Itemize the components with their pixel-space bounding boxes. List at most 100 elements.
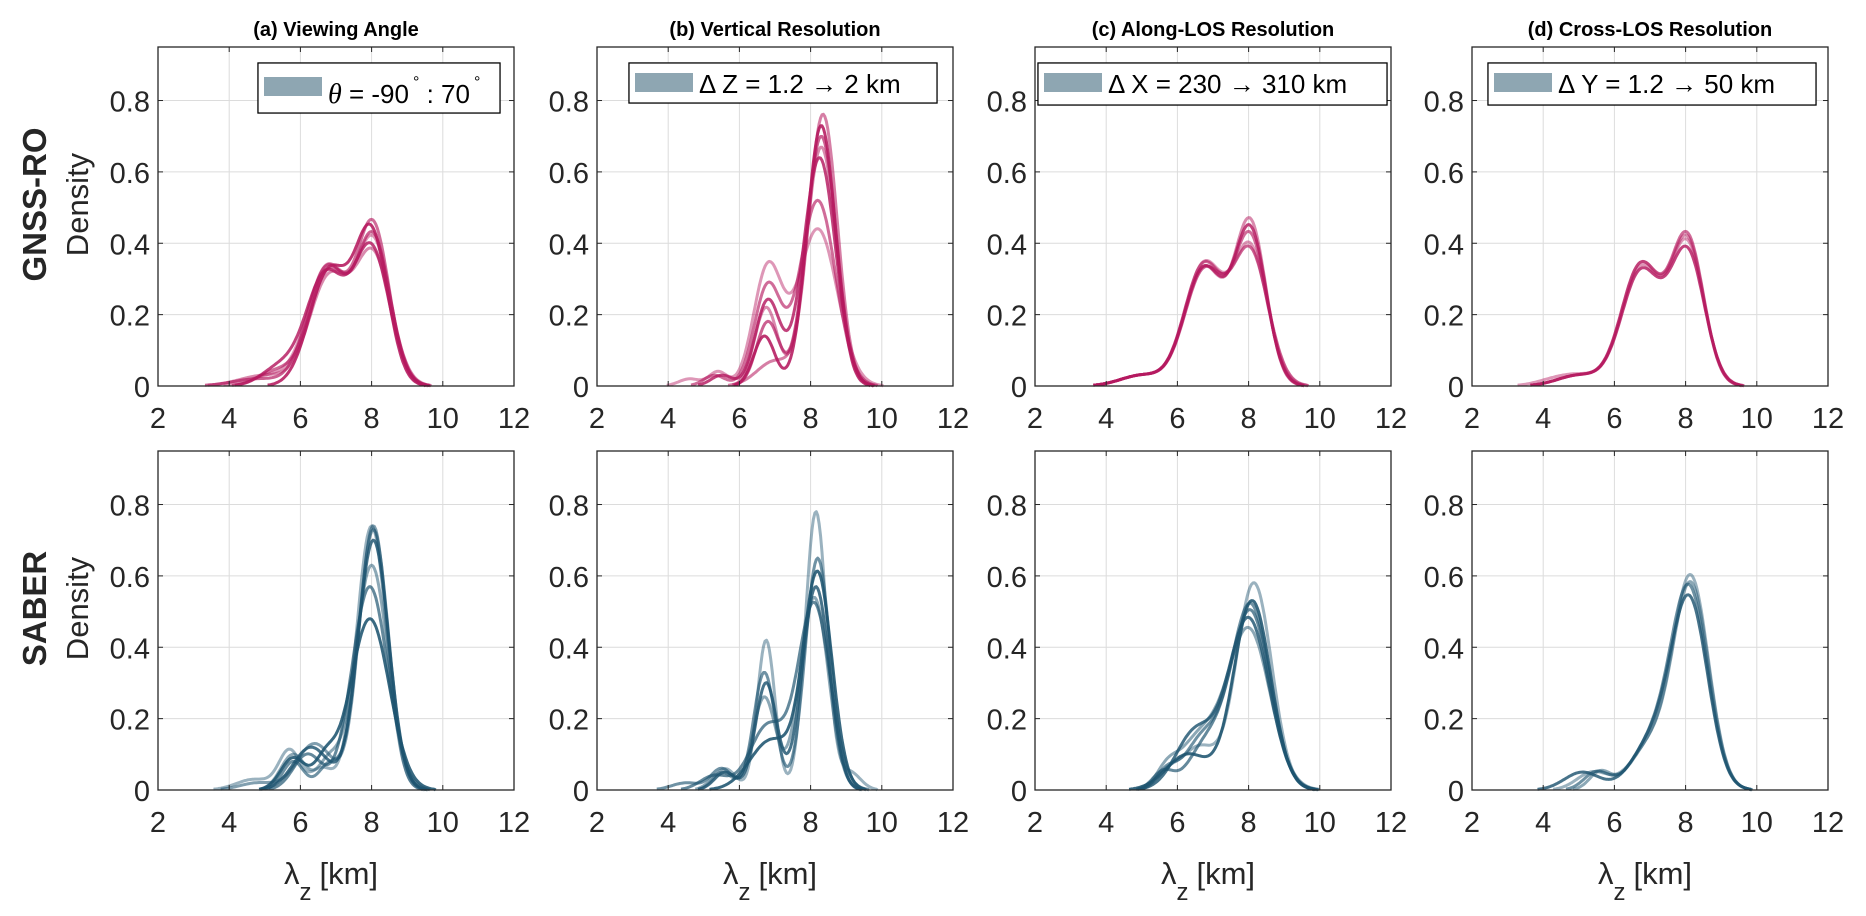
- plot-area: [158, 451, 514, 790]
- density-curve-5: [1093, 244, 1310, 388]
- y-tick-label: 0.4: [110, 229, 150, 261]
- y-tick-label: 0: [1448, 372, 1464, 404]
- x-tick-label: 10: [1741, 403, 1773, 435]
- y-tick-label: 0.6: [549, 158, 589, 190]
- x-tick-label: 8: [1241, 403, 1257, 435]
- unit-label: [km]: [320, 856, 379, 891]
- x-tick-label: 10: [1741, 807, 1773, 839]
- x-tick-label: 12: [937, 403, 969, 435]
- x-tick-label: 2: [1027, 807, 1043, 839]
- x-tick-label: 8: [364, 807, 380, 839]
- y-tick-label: 0.8: [1424, 87, 1464, 119]
- x-tick-label: 2: [1464, 807, 1480, 839]
- density-curve-4: [1530, 233, 1742, 388]
- y-tick-label: 0: [1011, 776, 1027, 808]
- y-tick-label: 0.2: [549, 705, 589, 737]
- degree-symbol: °: [413, 74, 419, 91]
- subplot-c-saber: 2 4 6 8 10 12 0 0.2 0.4 0.6 0.8 Δ X = 230 → 310 km λ…: [987, 62, 1407, 906]
- x-tick-label: 12: [937, 807, 969, 839]
- x-tick-label: 4: [221, 403, 237, 435]
- x-tick-label: 4: [221, 807, 237, 839]
- x-tick-label: 6: [731, 403, 747, 435]
- subscript-z: z: [300, 879, 312, 906]
- row-label: SABER: [16, 551, 53, 667]
- subscript-z: z: [1177, 879, 1189, 906]
- unit-label: [km]: [759, 856, 818, 891]
- legend-text-part: : 70: [419, 79, 470, 109]
- x-tick-label: 4: [1098, 403, 1114, 435]
- x-tick-label: 2: [150, 403, 166, 435]
- panel-title: (c) Along-LOS Resolution: [1092, 19, 1335, 41]
- density-curve-3: [1537, 593, 1752, 792]
- y-tick-label: 0.6: [1424, 158, 1464, 190]
- axes-box: [157, 46, 515, 387]
- degree-symbol: °: [474, 74, 480, 91]
- y-tick-label: 0: [573, 372, 589, 404]
- y-tick-label: 0.2: [1424, 705, 1464, 737]
- y-axis-label: Density: [60, 152, 95, 256]
- x-tick-label: 4: [1098, 807, 1114, 839]
- x-tick-label: 12: [1812, 403, 1844, 435]
- subscript-z: z: [1614, 879, 1626, 906]
- density-curve-7: [220, 524, 424, 792]
- y-tick-label: 0.4: [549, 229, 589, 261]
- row-label: GNSS-RO: [16, 127, 53, 281]
- x-tick-label: 2: [1464, 403, 1480, 435]
- legend-label: Δ X = 230 → 310 km: [1108, 69, 1347, 99]
- y-tick-label: 0: [1011, 372, 1027, 404]
- density-curve-5: [680, 600, 870, 792]
- density-curve-6: [709, 569, 867, 792]
- x-tick-label: 10: [427, 403, 459, 435]
- legend: Δ X = 230 → 310 km: [1037, 62, 1388, 106]
- x-tick-label: 12: [1375, 807, 1407, 839]
- x-tick-label: 10: [866, 807, 898, 839]
- x-tick-label: 8: [1678, 403, 1694, 435]
- x-tick-label: 6: [731, 807, 747, 839]
- legend-swatch: [264, 77, 322, 96]
- x-tick-label: 12: [1375, 403, 1407, 435]
- y-tick-label: 0: [134, 776, 150, 808]
- legend-swatch: [1044, 73, 1102, 92]
- subscript-z: z: [739, 879, 751, 906]
- density-curve-5: [204, 230, 430, 388]
- x-axis-label: λz [km]: [723, 856, 817, 906]
- x-tick-label: 4: [1535, 403, 1551, 435]
- subplot-d-saber: 2 4 6 8 10 12 0 0.2 0.4 0.6 0.8 Δ Y = 1.2 → 50 km λz…: [1424, 62, 1844, 906]
- x-tick-label: 6: [1606, 403, 1622, 435]
- legend: θ = -90° : 70°: [257, 62, 501, 114]
- y-tick-label: 0.2: [110, 301, 150, 333]
- density-curve-6: [267, 222, 427, 388]
- x-tick-label: 10: [427, 807, 459, 839]
- x-tick-label: 6: [1169, 807, 1185, 839]
- plot-area: [597, 451, 953, 790]
- x-tick-label: 2: [150, 807, 166, 839]
- y-tick-label: 0.8: [549, 491, 589, 523]
- y-tick-label: 0.6: [110, 562, 150, 594]
- legend-label: Δ Y = 1.2 → 50 km: [1558, 69, 1775, 99]
- x-tick-label: 2: [589, 807, 605, 839]
- x-tick-label: 6: [1606, 807, 1622, 839]
- y-tick-label: 0.8: [549, 87, 589, 119]
- x-tick-label: 12: [498, 807, 530, 839]
- axes-box: [596, 450, 954, 791]
- axes-box: [157, 450, 515, 791]
- y-tick-label: 0.2: [987, 705, 1027, 737]
- density-curve-6: [1128, 599, 1315, 792]
- y-tick-label: 0.8: [110, 491, 150, 523]
- axes-box: [596, 46, 954, 387]
- y-tick-label: 0.8: [1424, 491, 1464, 523]
- legend: Δ Y = 1.2 → 50 km: [1487, 62, 1817, 106]
- x-tick-label: 4: [660, 807, 676, 839]
- theta-symbol: θ: [328, 79, 342, 110]
- y-tick-label: 0.6: [987, 562, 1027, 594]
- x-tick-label: 4: [1535, 807, 1551, 839]
- density-curve-6: [258, 617, 437, 792]
- legend-swatch: [635, 73, 693, 92]
- panel-title: (d) Cross-LOS Resolution: [1528, 19, 1772, 41]
- plot-area: [1035, 451, 1391, 790]
- axes-box: [1034, 46, 1392, 387]
- y-tick-label: 0.2: [549, 301, 589, 333]
- y-tick-label: 0.2: [987, 301, 1027, 333]
- lambda-symbol: λ: [1161, 856, 1177, 891]
